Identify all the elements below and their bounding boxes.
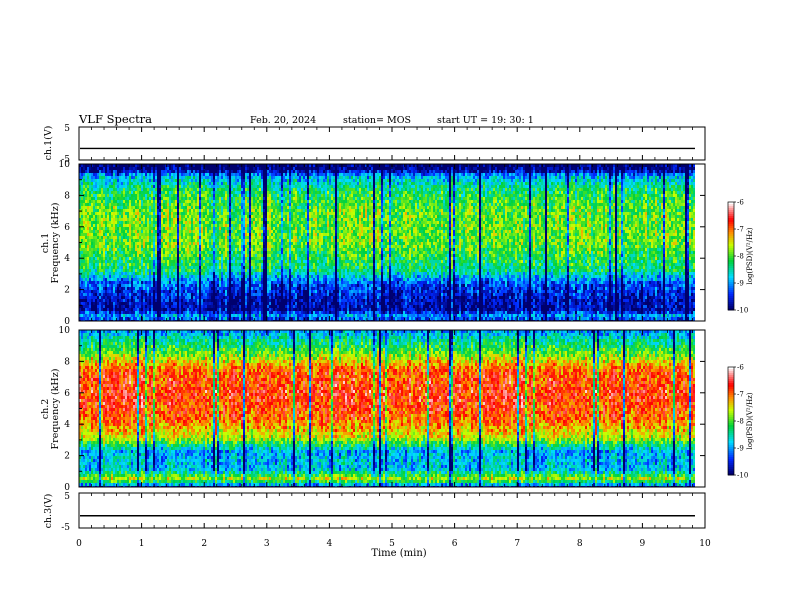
colorbar-label: log(PSD)(V²/Hz) xyxy=(746,392,754,449)
colorbar-tick-label: -7 xyxy=(737,391,744,399)
colorbar-tick-label: -9 xyxy=(737,445,744,453)
ch1-ytick-top: 5 xyxy=(64,124,70,134)
colorbar-tick-label: -9 xyxy=(737,280,744,288)
time-tick-label: 0 xyxy=(76,539,82,549)
freq-tick-label: 10 xyxy=(59,326,71,336)
freq-tick-label: 6 xyxy=(64,223,70,233)
time-tick-label: 9 xyxy=(640,539,646,549)
colorbar-tick-label: -8 xyxy=(737,253,744,261)
ch1-frequency-ylabel: Frequency (kHz) xyxy=(50,203,61,284)
freq-tick-label: 8 xyxy=(64,191,70,201)
ch2-spectrogram-image xyxy=(79,330,705,487)
time-tick-label: 3 xyxy=(264,539,270,549)
freq-tick-label: 8 xyxy=(64,357,70,367)
colorbar-tick-label: -10 xyxy=(737,472,748,480)
ch2-frequency-ylabel: Frequency (kHz) xyxy=(50,369,61,450)
time-tick-label: 4 xyxy=(327,539,333,549)
time-tick-label: 8 xyxy=(577,539,583,549)
freq-tick-label: 10 xyxy=(59,160,71,170)
ch1-spectrogram-image xyxy=(79,164,705,321)
colorbar-tick-label: -7 xyxy=(737,226,744,234)
start-time-label: start UT = 19: 30: 1 xyxy=(437,115,534,126)
time-tick-label: 1 xyxy=(139,539,145,549)
ch3-waveform-ylabel: ch.3(V) xyxy=(43,494,54,529)
colorbar-tick-label: -6 xyxy=(737,364,744,372)
date-label: Feb. 20, 2024 xyxy=(250,115,316,126)
vlf-spectra-figure: VLF Spectra Feb. 20, 2024 station= MOS s… xyxy=(0,0,792,612)
ch3-ytick-bottom: -5 xyxy=(61,523,70,533)
freq-tick-label: 4 xyxy=(64,420,70,430)
freq-tick-label: 2 xyxy=(64,452,70,462)
time-axis-label: Time (min) xyxy=(371,548,426,559)
freq-tick-label: 4 xyxy=(64,254,70,264)
freq-tick-label: 6 xyxy=(64,389,70,399)
colorbar-label: log(PSD)(V²/Hz) xyxy=(746,227,754,284)
colorbar-tick-label: -10 xyxy=(737,307,748,315)
time-tick-label: 7 xyxy=(514,539,520,549)
ch3-ytick-top: 5 xyxy=(64,492,70,502)
figure-title: VLF Spectra xyxy=(78,112,152,126)
time-tick-label: 10 xyxy=(699,539,711,549)
station-label: station= MOS xyxy=(343,115,411,126)
colorbar-tick-label: -8 xyxy=(737,418,744,426)
time-tick-label: 2 xyxy=(201,539,207,549)
colorbar-tick-label: -6 xyxy=(737,199,744,207)
freq-tick-label: 2 xyxy=(64,286,70,296)
ch1-waveform-ylabel: ch.1(V) xyxy=(43,126,54,161)
time-tick-label: 6 xyxy=(452,539,458,549)
